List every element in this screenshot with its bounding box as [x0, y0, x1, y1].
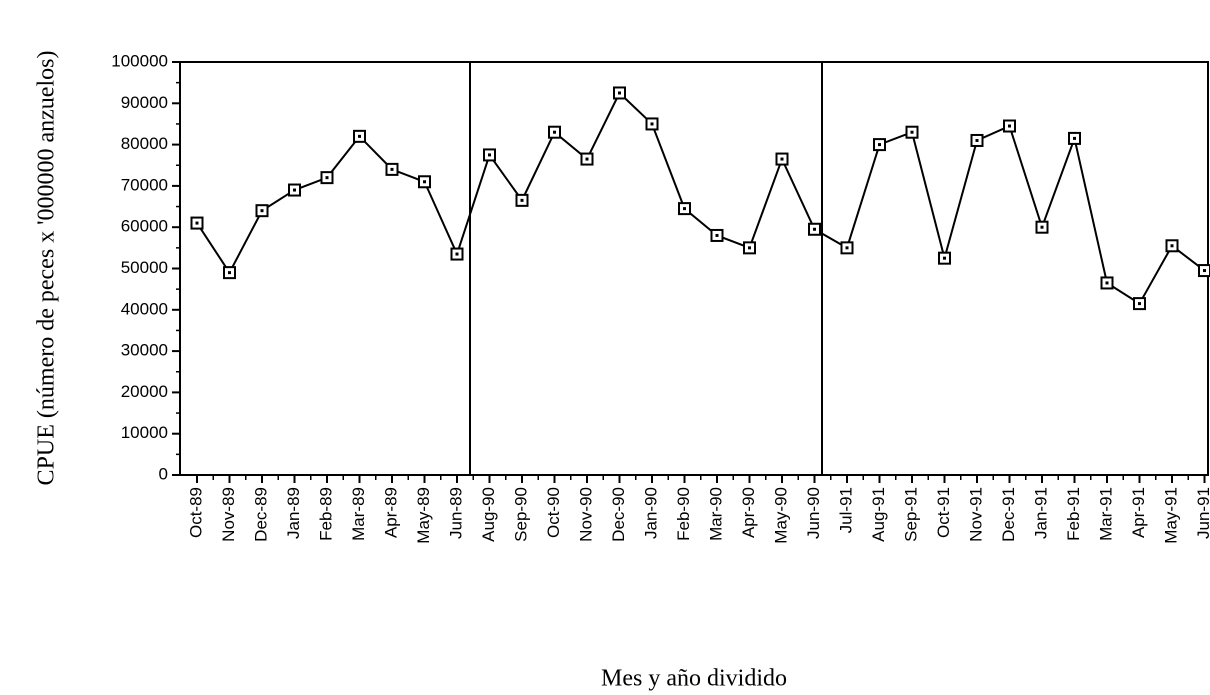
data-point-dot: [878, 143, 881, 147]
data-line: [196, 91, 1206, 306]
data-point-dot: [1138, 302, 1141, 306]
x-tick-label: Jul-91: [836, 487, 855, 533]
x-tick-label: May-90: [771, 487, 790, 544]
data-point-dot: [358, 134, 361, 138]
y-tick-label: 90000: [121, 93, 168, 112]
x-tick-label: Mar-90: [706, 487, 725, 541]
y-tick-label: 20000: [121, 382, 168, 401]
x-tick-label: Nov-90: [576, 487, 595, 542]
y-tick-label: 80000: [121, 134, 168, 153]
x-tick-label: Mar-91: [1096, 487, 1115, 541]
x-axis-title: Mes y año dividido: [601, 666, 787, 692]
data-point-dot: [293, 188, 296, 192]
x-tick-label: May-91: [1161, 487, 1180, 544]
data-point-dot: [553, 130, 556, 134]
data-point-dot: [1073, 136, 1076, 140]
y-tick-label: 30000: [121, 341, 168, 360]
x-tick-label: Jun-91: [1194, 487, 1210, 539]
data-point-dot: [1040, 225, 1044, 229]
data-point-dot: [455, 252, 459, 256]
y-tick-label: 50000: [121, 258, 168, 277]
y-tick-label: 10000: [121, 423, 168, 442]
data-point-dot: [650, 122, 654, 126]
y-tick-label: 40000: [121, 299, 168, 318]
x-tick-label: Apr-90: [739, 487, 758, 538]
x-tick-label: Oct-91: [934, 487, 953, 538]
data-point-dot: [488, 153, 491, 157]
x-tick-label: Dec-90: [609, 487, 628, 542]
data-point-dot: [1170, 244, 1174, 248]
x-tick-label: Feb-89: [316, 487, 335, 541]
data-point-dot: [260, 209, 264, 213]
data-point-dot: [845, 246, 849, 250]
x-tick-label: Jan-91: [1031, 487, 1050, 539]
data-point-dot: [813, 227, 816, 231]
x-tick-label: Nov-89: [219, 487, 238, 542]
y-tick-label: 60000: [121, 217, 168, 236]
y-tick-label: 0: [159, 464, 168, 483]
x-tick-label: Jan-89: [284, 487, 303, 539]
x-tick-label: May-89: [414, 487, 433, 544]
x-tick-label: Feb-91: [1064, 487, 1083, 541]
data-point-dot: [910, 130, 914, 134]
x-tick-label: Dec-91: [999, 487, 1018, 542]
x-tick-label: Sep-90: [511, 487, 530, 542]
data-point-dot: [780, 157, 784, 161]
data-point-dot: [390, 167, 394, 171]
x-tick-label: Jun-89: [446, 487, 465, 539]
y-tick-label: 70000: [121, 175, 168, 194]
data-point-dot: [1008, 124, 1011, 128]
x-tick-label: Nov-91: [966, 487, 985, 542]
x-tick-label: Feb-90: [674, 487, 693, 541]
x-tick-label: Apr-91: [1129, 487, 1148, 538]
data-point-dot: [228, 271, 231, 275]
x-tick-label: Jun-90: [804, 487, 823, 539]
data-point-dot: [585, 157, 589, 161]
data-point-dot: [748, 246, 751, 250]
data-point-dot: [683, 207, 686, 211]
data-point-dot: [1105, 281, 1109, 285]
plot-frame: [179, 61, 1209, 476]
y-tick-label: 100000: [111, 51, 168, 70]
data-point-dot: [715, 233, 719, 237]
x-tick-label: Aug-90: [479, 487, 498, 542]
y-axis-title: CPUE (número de peces x '000000 anzuelos…: [34, 51, 60, 486]
data-point-dot: [325, 176, 329, 180]
x-tick-label: Dec-89: [251, 487, 270, 542]
data-point-dot: [975, 138, 979, 142]
x-tick-label: Oct-90: [544, 487, 563, 538]
data-point-dot: [520, 198, 524, 202]
data-point-dot: [1203, 269, 1206, 273]
x-tick-label: Mar-89: [349, 487, 368, 541]
x-tick-label: Jan-90: [641, 487, 660, 539]
data-point-dot: [195, 221, 199, 225]
x-tick-label: Aug-91: [869, 487, 888, 542]
data-point-dot: [943, 256, 946, 260]
data-point-dot: [423, 180, 426, 184]
x-tick-label: Sep-91: [901, 487, 920, 542]
data-point-dot: [618, 91, 621, 95]
x-tick-label: Oct-89: [186, 487, 205, 538]
x-tick-label: Apr-89: [381, 487, 400, 538]
